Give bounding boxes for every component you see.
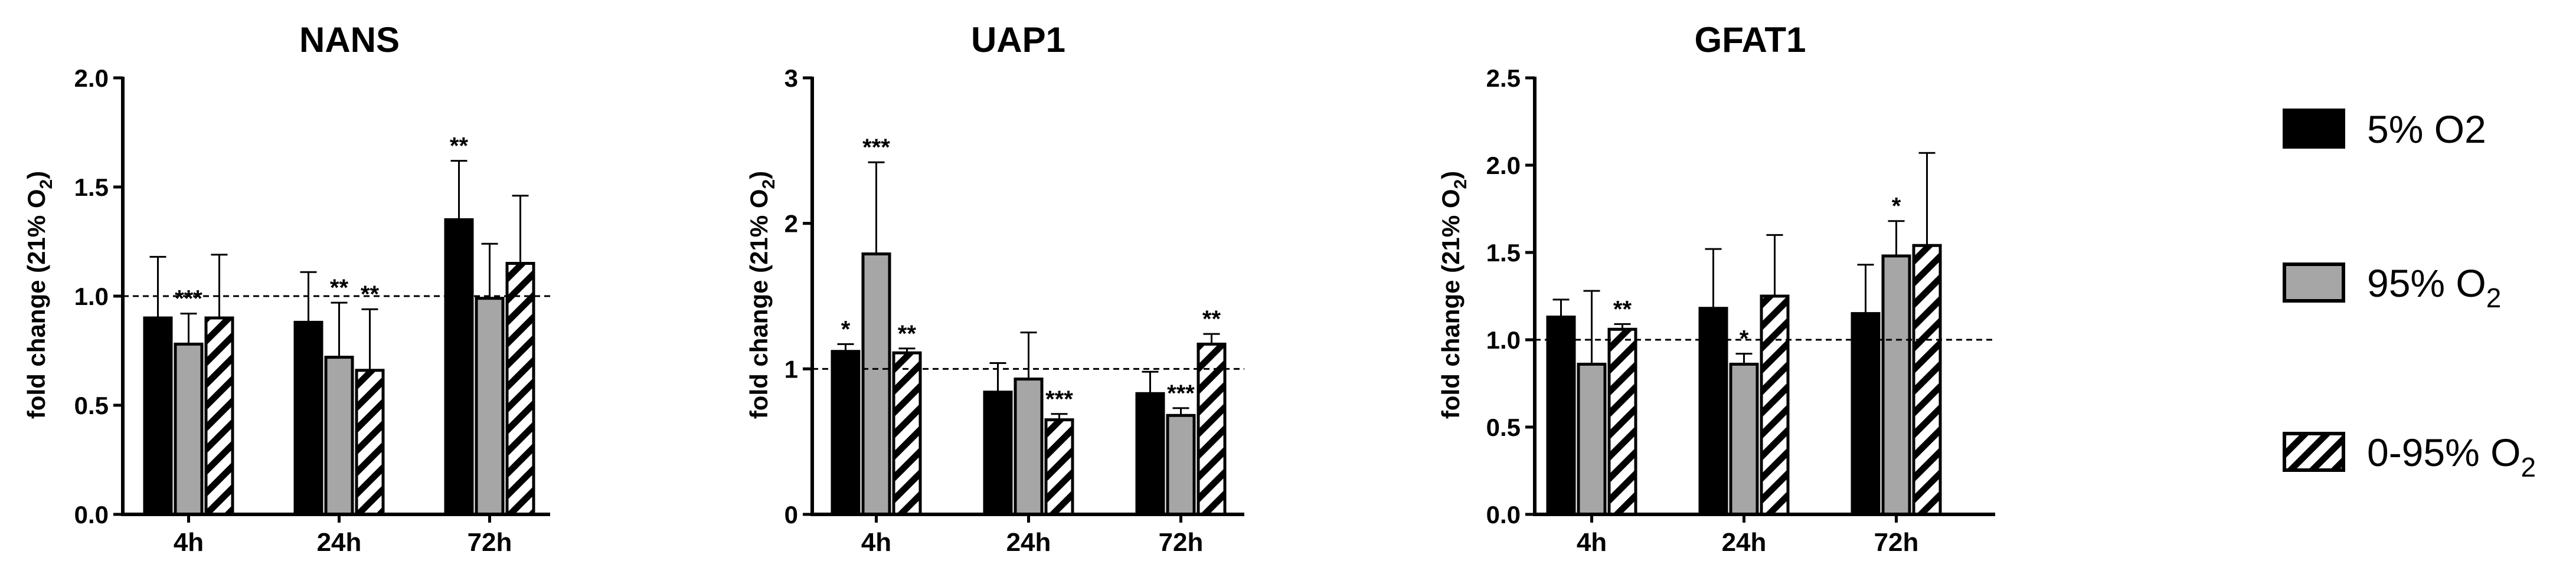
chart-panel-gfat1: GFAT1 fold change (21% O2) ** 4h * 24h * 72h 0…: [1437, 20, 1995, 557]
bar-0-95pct: [505, 262, 535, 516]
bar-0-95pct: [355, 369, 385, 516]
y-tick-label: 1.0: [74, 283, 109, 310]
x-tick-label: 72h: [1159, 528, 1204, 557]
significance-label: **: [898, 321, 917, 347]
y-tick-label: 1: [784, 355, 798, 383]
y-tick-label: 0.5: [74, 392, 109, 419]
significance-label: ***: [1167, 380, 1195, 406]
significance-label: *: [841, 316, 851, 342]
x-tick-label: 72h: [468, 528, 512, 557]
x-tick-label: 24h: [1722, 528, 1767, 557]
x-tick-label: 24h: [317, 528, 362, 557]
y-tick-label: 0.0: [1486, 501, 1521, 529]
y-axis-label: fold change (21% O2): [745, 171, 779, 419]
x-tick-label: 4h: [174, 528, 204, 557]
bar-95pct: [324, 356, 354, 516]
bar-5pct: [1851, 312, 1881, 516]
significance-label: **: [361, 281, 380, 307]
bar-0-95pct: [1607, 327, 1637, 516]
bar-0-95pct: [204, 316, 234, 516]
legend: 5% O2 95% O2 0-95% O2: [2283, 107, 2536, 483]
y-tick-label: 1.0: [1486, 326, 1521, 354]
significance-label: ***: [175, 286, 202, 312]
bar-5pct: [143, 316, 173, 516]
bar-5pct: [444, 218, 474, 516]
x-tick-label: 24h: [1006, 528, 1051, 557]
y-tick-label: 3: [784, 64, 798, 92]
bar-95pct: [475, 297, 505, 516]
bar-95pct: [1166, 414, 1196, 516]
bar-5pct: [293, 320, 323, 516]
legend-label: 5% O2: [2367, 107, 2486, 151]
bar-5pct: [1135, 392, 1165, 516]
y-axis-label: fold change (21% O2): [1437, 171, 1470, 419]
significance-label: **: [1202, 306, 1221, 332]
chart-title: NANS: [299, 20, 400, 60]
legend-item-5pct: 5% O2: [2283, 107, 2486, 151]
significance-label: *: [1892, 193, 1901, 219]
significance-label: *: [1740, 326, 1749, 352]
x-tick-label: 4h: [861, 528, 891, 557]
x-tick-label: 72h: [1874, 528, 1919, 557]
bar-95pct: [1729, 362, 1759, 516]
bar-0-95pct: [1760, 294, 1790, 516]
significance-label: ***: [1045, 386, 1073, 412]
bar-95pct: [1881, 254, 1911, 516]
bar-0-95pct: [1912, 244, 1942, 516]
significance-label: ***: [862, 134, 890, 160]
y-tick-label: 2.0: [74, 64, 109, 92]
legend-swatch: [2283, 109, 2345, 149]
y-tick-label: 2.5: [1486, 64, 1521, 92]
bar-5pct: [983, 390, 1013, 516]
plot-area: ** 4h * 24h * 72h 0.0 0.5 1.0 1.5 2.0 2.5: [1486, 64, 1995, 557]
y-tick-label: 0: [784, 501, 798, 529]
chart-title: GFAT1: [1695, 20, 1806, 60]
significance-label: **: [450, 133, 469, 159]
legend-item-0-95pct: 0-95% O2: [2283, 431, 2536, 483]
legend-item-95pct: 95% O2: [2283, 261, 2501, 313]
x-tick-label: 4h: [1577, 528, 1607, 557]
bar-95pct: [861, 252, 891, 516]
bar-95pct: [174, 342, 204, 516]
y-tick-label: 0.0: [74, 501, 109, 529]
legend-swatch: [2283, 262, 2345, 303]
bar-5pct: [831, 350, 861, 516]
bar-0-95pct: [892, 351, 922, 516]
chart-title: UAP1: [971, 20, 1065, 60]
legend-label: 0-95% O2: [2367, 431, 2536, 483]
bar-95pct: [1014, 378, 1044, 516]
significance-label: **: [1613, 296, 1632, 322]
y-tick-label: 2.0: [1486, 152, 1521, 179]
y-tick-label: 1.5: [1486, 239, 1521, 267]
bar-95pct: [1577, 362, 1607, 516]
bar-0-95pct: [1044, 418, 1074, 516]
chart-panel-uap1: UAP1 fold change (21% O2) ******4h***24h…: [745, 20, 1244, 557]
y-axis-label: fold change (21% O2): [22, 171, 56, 419]
legend-label: 95% O2: [2367, 261, 2501, 313]
y-tick-label: 1.5: [74, 173, 109, 201]
chart-panel-nans: NANS fold change (21% O2) ***4h** **24h**…: [22, 20, 550, 557]
y-tick-label: 2: [784, 210, 798, 238]
y-tick-label: 0.5: [1486, 414, 1521, 441]
bar-0-95pct: [1197, 342, 1227, 516]
bar-5pct: [1698, 307, 1728, 516]
bar-5pct: [1546, 316, 1576, 516]
legend-swatch: [2283, 432, 2345, 472]
